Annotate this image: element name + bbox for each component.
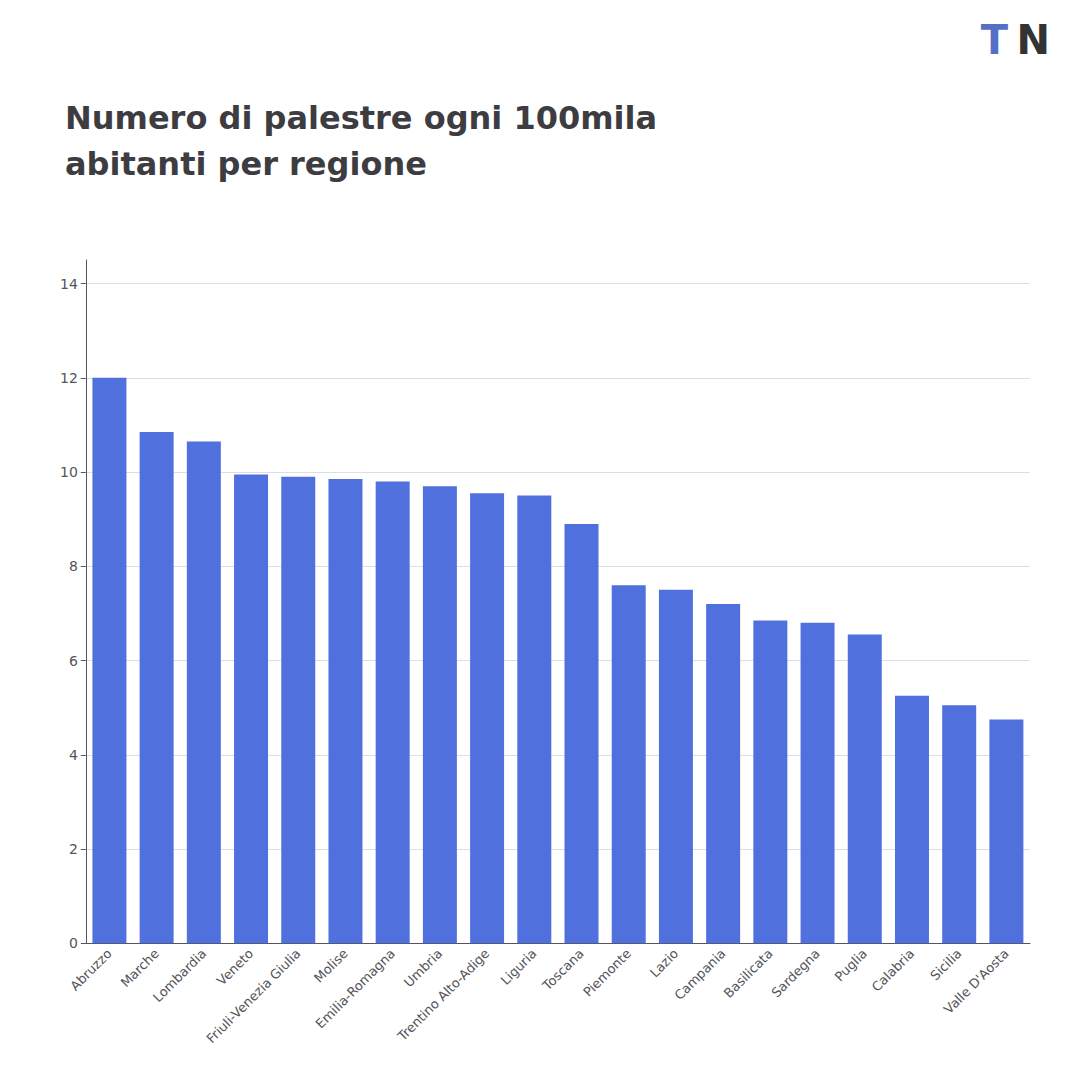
- svg-text:Lombardia: Lombardia: [150, 946, 209, 1005]
- svg-text:N: N: [1017, 17, 1050, 63]
- svg-text:8: 8: [69, 558, 78, 574]
- svg-text:10: 10: [60, 464, 78, 480]
- svg-text:Piemonte: Piemonte: [580, 946, 634, 1000]
- svg-text:Liguria: Liguria: [498, 946, 540, 988]
- svg-text:Veneto: Veneto: [214, 946, 257, 989]
- svg-text:Friuli-Venezia Giulia: Friuli-Venezia Giulia: [204, 946, 304, 1046]
- svg-text:T: T: [981, 17, 1009, 63]
- svg-text:14: 14: [60, 276, 78, 292]
- svg-text:Campania: Campania: [671, 946, 728, 1003]
- svg-text:Emilia-Romagna: Emilia-Romagna: [313, 946, 398, 1031]
- svg-text:abitanti per regione: abitanti per regione: [65, 145, 427, 183]
- svg-text:Calabria: Calabria: [869, 946, 918, 995]
- svg-text:4: 4: [69, 747, 78, 763]
- svg-text:Basilicata: Basilicata: [721, 946, 776, 1001]
- svg-text:Toscana: Toscana: [539, 946, 587, 994]
- svg-text:Sardegna: Sardegna: [768, 946, 822, 1000]
- svg-text:Puglia: Puglia: [832, 946, 870, 984]
- svg-text:Trentino Alto-Adige: Trentino Alto-Adige: [394, 946, 492, 1044]
- svg-text:Sicilia: Sicilia: [927, 946, 964, 983]
- svg-text:Lazio: Lazio: [647, 946, 681, 980]
- svg-text:0: 0: [69, 935, 78, 951]
- svg-text:Molise: Molise: [311, 946, 351, 986]
- svg-text:Numero di palestre ogni 100mil: Numero di palestre ogni 100mila: [65, 99, 657, 137]
- svg-text:2: 2: [69, 841, 78, 857]
- svg-text:12: 12: [60, 370, 78, 386]
- svg-text:Abruzzo: Abruzzo: [67, 946, 115, 994]
- svg-text:Marche: Marche: [118, 946, 162, 990]
- svg-text:Umbria: Umbria: [401, 946, 445, 990]
- svg-text:6: 6: [69, 653, 78, 669]
- svg-text:Valle D'Aosta: Valle D'Aosta: [941, 946, 1012, 1017]
